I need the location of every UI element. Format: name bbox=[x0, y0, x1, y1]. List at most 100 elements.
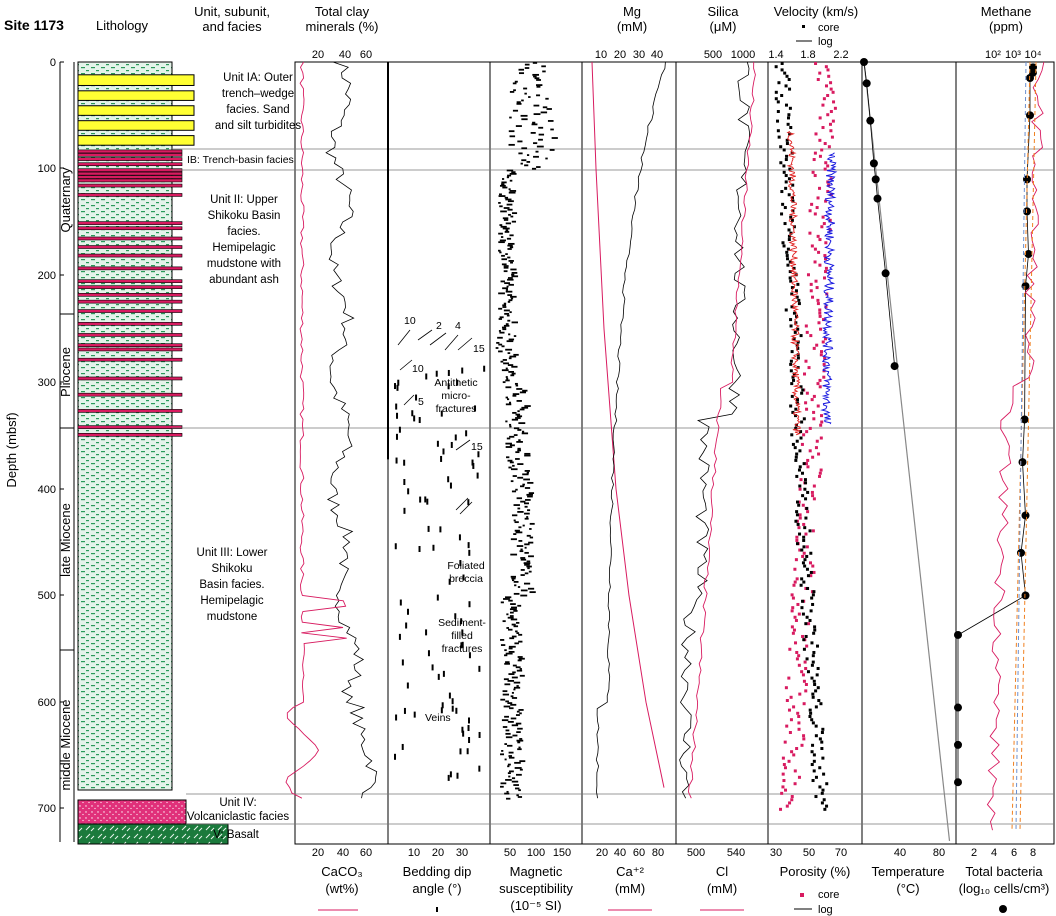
porosity-core-point bbox=[807, 366, 811, 370]
dip-point bbox=[387, 397, 389, 401]
velocity-core-point bbox=[804, 497, 808, 501]
ash-bed bbox=[77, 175, 183, 179]
mag-point bbox=[515, 413, 521, 416]
mag-point bbox=[502, 178, 505, 180]
velocity-core-point bbox=[822, 772, 826, 776]
velocity-core-point bbox=[795, 510, 799, 514]
mag-point bbox=[499, 316, 504, 319]
methane-line bbox=[957, 67, 1034, 783]
mag-point bbox=[502, 690, 508, 693]
velocity-tick: 1.4 bbox=[768, 49, 783, 61]
svg-text:Antithetic: Antithetic bbox=[434, 377, 477, 389]
velocity-core-point bbox=[800, 391, 804, 395]
velocity-core-point bbox=[800, 606, 804, 610]
mag-point bbox=[515, 488, 518, 491]
mag-point bbox=[507, 301, 511, 303]
bottom-axis-titles: CaCO₃ (wt%) Bedding dip angle (°) Magnet… bbox=[318, 864, 1049, 916]
dip-point bbox=[387, 76, 389, 80]
porosity-core-point bbox=[823, 254, 827, 258]
porosity-core-point bbox=[790, 795, 794, 799]
ash-bed bbox=[77, 171, 183, 176]
velocity-core-point bbox=[800, 548, 804, 552]
dip-point bbox=[387, 144, 389, 148]
mag-point bbox=[526, 161, 531, 163]
mag-point bbox=[502, 328, 507, 331]
svg-text:and silt turbidites: and silt turbidites bbox=[215, 120, 302, 132]
dip-point bbox=[440, 410, 443, 417]
mag-point bbox=[509, 355, 517, 358]
mag-point bbox=[505, 596, 512, 599]
velocity-core-point bbox=[788, 87, 792, 91]
velocity-core-point bbox=[788, 276, 792, 280]
velocity-core-point bbox=[789, 359, 793, 363]
velocity-core-point bbox=[805, 554, 809, 558]
mag-point bbox=[524, 543, 530, 546]
porosity-core-point bbox=[798, 513, 802, 517]
velocity-core-point bbox=[802, 535, 806, 539]
dip-point bbox=[387, 97, 389, 101]
porosity-core-point bbox=[790, 750, 794, 754]
velocity-core-point bbox=[799, 385, 803, 389]
porosity-core-point bbox=[805, 430, 809, 434]
mag-point bbox=[509, 246, 514, 249]
velocity-core-point bbox=[794, 289, 798, 293]
mag-point bbox=[515, 531, 523, 534]
mag-point bbox=[520, 114, 528, 117]
mag-point bbox=[499, 205, 503, 208]
dip-point bbox=[387, 66, 389, 70]
mag-point bbox=[517, 659, 522, 662]
porosity-core-point bbox=[810, 244, 814, 248]
mag-point bbox=[533, 75, 537, 78]
porosity-core-point bbox=[817, 452, 821, 456]
mag-point bbox=[502, 381, 506, 384]
mag-point bbox=[506, 285, 509, 288]
mag-point bbox=[518, 633, 523, 636]
porosity-core-point bbox=[826, 190, 830, 194]
mag-point bbox=[532, 62, 538, 64]
mag-point bbox=[542, 106, 548, 109]
ca-line bbox=[591, 61, 665, 788]
mag-point bbox=[515, 722, 522, 725]
mag-point bbox=[503, 705, 511, 708]
unit-boundary-lines bbox=[172, 148, 1054, 825]
svg-text:Sediment-: Sediment- bbox=[438, 617, 486, 629]
velocity-core-point bbox=[786, 263, 790, 267]
mag-point bbox=[513, 434, 518, 436]
mag-point bbox=[508, 299, 513, 302]
porosity-core-point bbox=[801, 634, 805, 638]
mag-point bbox=[504, 312, 510, 315]
mag-point bbox=[505, 386, 512, 389]
velocity-core-point bbox=[792, 337, 796, 341]
mag-point bbox=[509, 425, 512, 428]
dip-point bbox=[387, 245, 389, 249]
depth-tick: 300 bbox=[38, 377, 56, 389]
methane-point bbox=[1021, 511, 1030, 520]
mag-point bbox=[510, 553, 518, 556]
velocity-core-point bbox=[806, 574, 810, 578]
svg-text:8: 8 bbox=[1030, 847, 1036, 859]
porosity-core-point bbox=[819, 327, 823, 331]
svg-text:micro-: micro- bbox=[441, 390, 471, 402]
velocity-core-point bbox=[784, 103, 788, 107]
mag-point bbox=[502, 693, 510, 696]
mag-point bbox=[516, 731, 521, 734]
dip-point bbox=[387, 348, 389, 352]
dip-point bbox=[387, 306, 389, 310]
velocity-tick: 1.8 bbox=[800, 49, 815, 61]
velocity-core-point bbox=[811, 721, 815, 725]
porosity-core-point bbox=[791, 596, 795, 600]
mag-point bbox=[507, 200, 514, 203]
porosity-core-point bbox=[789, 718, 793, 722]
svg-text:2: 2 bbox=[971, 847, 977, 859]
velocity-core-point bbox=[795, 513, 799, 517]
age-middle-miocene: middle Miocene bbox=[58, 699, 73, 790]
mag-point bbox=[506, 398, 510, 401]
porosity-core-point bbox=[788, 801, 792, 805]
velocity-core-point bbox=[790, 196, 794, 200]
dip-point bbox=[387, 134, 389, 138]
porosity-core-point bbox=[822, 362, 826, 366]
mag-point bbox=[518, 422, 526, 425]
dip-point bbox=[405, 622, 408, 629]
porosity-core-point bbox=[819, 423, 823, 427]
porosity-core-point bbox=[817, 321, 821, 325]
